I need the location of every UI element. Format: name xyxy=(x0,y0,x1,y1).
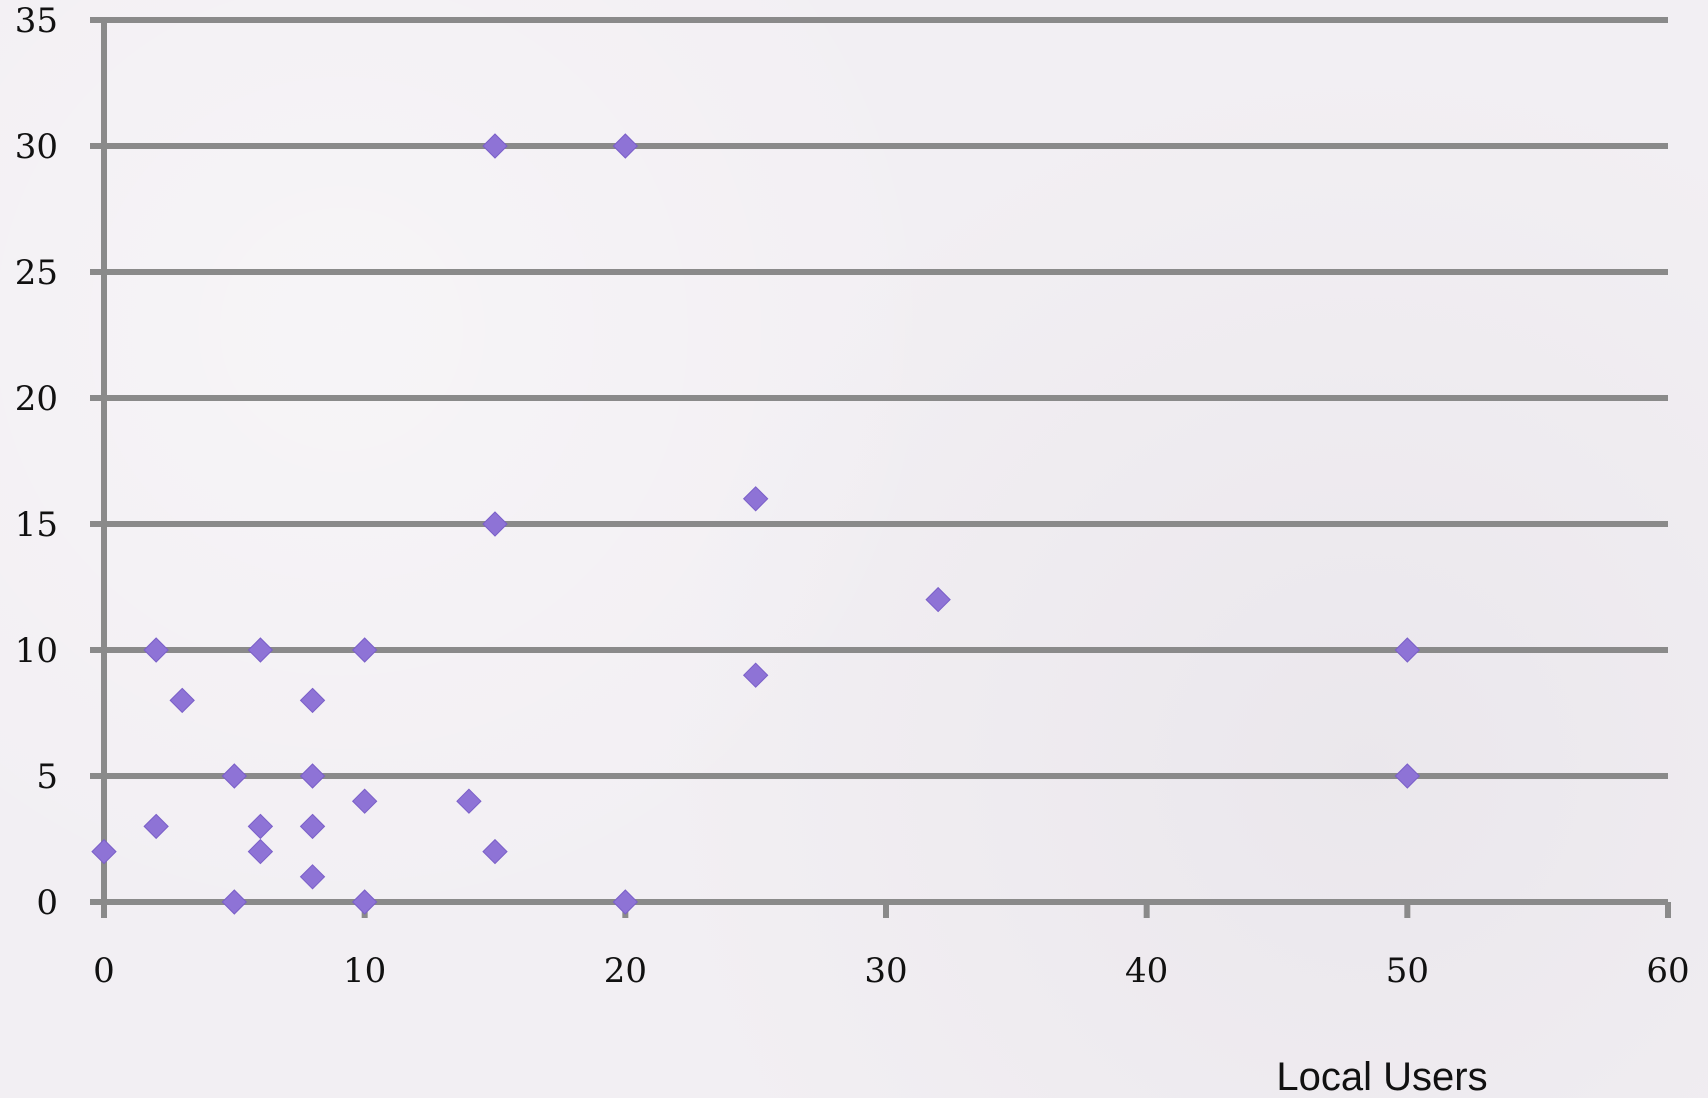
data-point xyxy=(925,586,951,613)
x-axis-title: Local Users xyxy=(1276,1055,1487,1098)
data-point xyxy=(351,788,378,814)
data-point xyxy=(299,813,326,840)
data-point xyxy=(299,864,326,890)
data-point xyxy=(247,838,274,865)
y-tick-label: 20 xyxy=(15,379,58,419)
x-tick-label: 20 xyxy=(604,951,647,991)
y-tick-label: 0 xyxy=(36,883,58,923)
x-tick-label: 0 xyxy=(93,951,115,991)
data-point xyxy=(482,133,508,159)
x-tick-label: 10 xyxy=(343,951,386,991)
grid-lines xyxy=(90,17,1668,905)
y-tick-label: 35 xyxy=(15,1,58,41)
data-point xyxy=(456,788,482,814)
data-point xyxy=(169,687,195,714)
data-point xyxy=(143,637,169,663)
data-point xyxy=(247,637,274,663)
data-point xyxy=(221,889,248,915)
data-point xyxy=(482,511,508,537)
x-tick-label: 40 xyxy=(1125,951,1168,991)
data-point xyxy=(1394,763,1421,789)
data-point xyxy=(247,813,274,840)
y-tick-label: 5 xyxy=(36,757,58,797)
data-point xyxy=(221,763,248,789)
data-point xyxy=(91,838,117,865)
y-tick-label: 25 xyxy=(15,253,58,293)
data-point xyxy=(299,687,326,714)
y-tick-label: 15 xyxy=(15,505,58,545)
data-point xyxy=(482,838,508,865)
data-point xyxy=(742,662,769,688)
x-tick-label: 30 xyxy=(864,951,907,991)
data-point xyxy=(351,889,378,915)
axes xyxy=(101,20,1671,918)
data-point xyxy=(742,486,769,512)
x-tick-label: 50 xyxy=(1386,951,1429,991)
y-tick-label: 10 xyxy=(15,631,58,671)
data-point xyxy=(351,637,378,663)
data-point xyxy=(612,889,639,915)
data-point xyxy=(299,763,326,789)
y-tick-label: 30 xyxy=(15,127,58,167)
data-point xyxy=(612,133,639,159)
data-point xyxy=(1394,637,1421,663)
x-tick-label: 60 xyxy=(1646,951,1689,991)
data-point xyxy=(143,813,169,840)
data-points xyxy=(91,133,1421,915)
tick-labels: 0 5 10 15 20 25 30 35 0 10 20 30 40 50 60 xyxy=(15,1,1690,991)
